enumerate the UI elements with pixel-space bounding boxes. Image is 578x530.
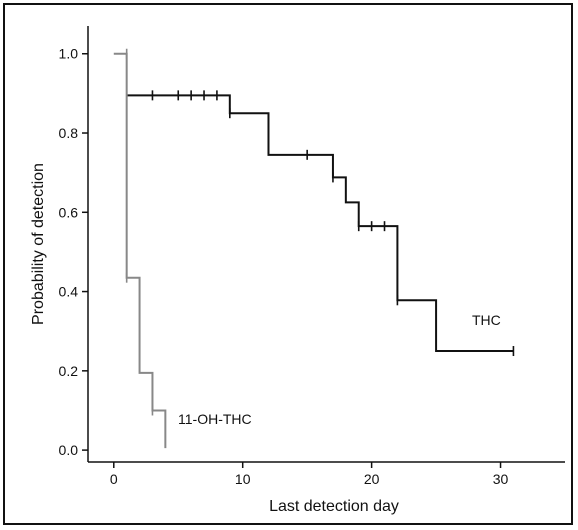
y-tick-label: 0.0 bbox=[59, 442, 79, 458]
x-axis-title: Last detection day bbox=[269, 498, 399, 515]
y-tick-label: 1.0 bbox=[59, 46, 79, 62]
series-line-thc bbox=[126, 94, 514, 353]
x-tick-label: 10 bbox=[235, 471, 251, 487]
y-tick-label: 0.8 bbox=[59, 125, 79, 141]
y-tick-label: 0.4 bbox=[59, 284, 79, 300]
y-tick-label: 0.6 bbox=[59, 204, 79, 220]
x-tick-label: 0 bbox=[110, 471, 118, 487]
x-tick-label: 20 bbox=[364, 471, 380, 487]
y-axis-title: Probability of detection bbox=[30, 163, 47, 325]
x-tick-label: 30 bbox=[493, 471, 509, 487]
figure-frame bbox=[3, 3, 573, 525]
series-line-11-oh-thc bbox=[113, 52, 167, 449]
y-tick-label: 0.2 bbox=[59, 363, 79, 379]
series-label-11-oh-thc: 11-OH-THC bbox=[178, 411, 252, 427]
axes: 0.0 0.2 0.4 0.6 0.8 1.0 0 10 20 30 bbox=[59, 26, 565, 487]
series-label-thc: THC bbox=[472, 312, 501, 328]
plot-area bbox=[113, 48, 515, 449]
